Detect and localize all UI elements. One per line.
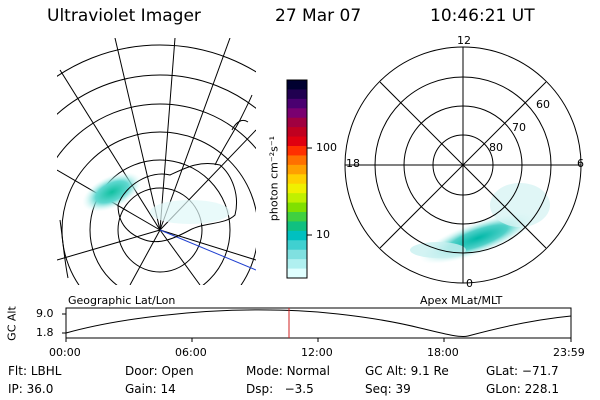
colorbar-swatch bbox=[287, 240, 307, 251]
mlt-label-18: 18 bbox=[346, 157, 360, 170]
right-panel-caption: Apex MLat/MLT bbox=[420, 294, 503, 307]
left-panel-caption: Geographic Lat/Lon bbox=[68, 294, 176, 307]
altitude-curve bbox=[65, 309, 572, 337]
colorbar-swatch bbox=[287, 136, 307, 147]
mlat-label-80: 80 bbox=[489, 141, 503, 154]
peninsula-outline bbox=[214, 94, 253, 166]
colorbar-tick-10: 10 bbox=[316, 228, 330, 241]
colorbar-swatch bbox=[287, 221, 307, 232]
info-dsp: Dsp: −3.5 bbox=[246, 382, 314, 396]
colorbar-swatch bbox=[287, 117, 307, 128]
colorbar-swatch bbox=[287, 80, 307, 90]
colorbar-swatch bbox=[287, 230, 307, 241]
colorbar-swatch bbox=[287, 183, 307, 194]
colorbar-tick-100: 100 bbox=[316, 141, 337, 154]
colorbar-swatch bbox=[287, 127, 307, 138]
mlt-label-12: 12 bbox=[457, 34, 471, 47]
island-outline bbox=[231, 119, 249, 131]
colorbar-swatch bbox=[287, 193, 307, 204]
info-glat: GLat: −71.7 bbox=[486, 364, 559, 378]
colorbar-swatch bbox=[287, 174, 307, 185]
altitude-strip bbox=[62, 307, 572, 342]
altitude-axis-label: GC Alt bbox=[5, 306, 19, 341]
instrument-title: Ultraviolet Imager bbox=[47, 6, 201, 26]
mlat-label-60: 60 bbox=[536, 98, 550, 111]
info-ip: IP: 36.0 bbox=[8, 382, 54, 396]
colorbar-unit-label: photon cm⁻²s⁻¹ bbox=[267, 135, 281, 222]
info-filter: Flt: LBHL bbox=[8, 364, 62, 378]
time-tick-0600: 06:00 bbox=[175, 346, 207, 359]
info-seq: Seq: 39 bbox=[365, 382, 411, 396]
colorbar bbox=[286, 79, 312, 279]
time-tick-1200: 12:00 bbox=[301, 346, 333, 359]
magnetic-polar-plot bbox=[344, 46, 582, 284]
mlt-lines bbox=[345, 47, 581, 283]
latitude-circles bbox=[57, 44, 256, 285]
info-glon: GLon: 228.1 bbox=[486, 382, 559, 396]
info-gain: Gain: 14 bbox=[125, 382, 176, 396]
info-mode: Mode: Normal bbox=[246, 364, 330, 378]
mlt-label-0: 0 bbox=[466, 277, 473, 290]
time-tick-2359: 23:59 bbox=[553, 346, 585, 359]
colorbar-swatch bbox=[287, 249, 307, 260]
colorbar-swatch bbox=[287, 89, 307, 100]
altitude-tick-1-8: 1.8 bbox=[36, 326, 54, 339]
aurora-patch-left bbox=[82, 172, 142, 212]
colorbar-swatch bbox=[287, 202, 307, 213]
antarctica-outline bbox=[117, 162, 237, 243]
time-label: 10:46:21 UT bbox=[430, 6, 535, 26]
colorbar-swatch bbox=[287, 146, 307, 156]
info-door: Door: Open bbox=[125, 364, 194, 378]
colorbar-swatch bbox=[287, 98, 307, 109]
mlat-label-70: 70 bbox=[512, 121, 526, 134]
colorbar-swatch bbox=[287, 164, 307, 175]
colorbar-swatch bbox=[287, 268, 307, 279]
info-gc-alt: GC Alt: 9.1 Re bbox=[365, 364, 449, 378]
geographic-map bbox=[57, 38, 256, 285]
colorbar-swatch bbox=[287, 108, 307, 119]
colorbar-swatch bbox=[287, 259, 307, 270]
aurora-diffuse-left bbox=[150, 200, 230, 224]
time-tick-0000: 00:00 bbox=[49, 346, 81, 359]
colorbar-swatch bbox=[287, 212, 307, 222]
colorbar-swatch bbox=[287, 155, 307, 166]
date-label: 27 Mar 07 bbox=[275, 6, 362, 26]
altitude-tick-9: 9.0 bbox=[36, 307, 54, 320]
time-tick-1800: 18:00 bbox=[427, 346, 459, 359]
mlt-label-6: 6 bbox=[577, 157, 584, 170]
coastline-south-america bbox=[59, 219, 69, 279]
